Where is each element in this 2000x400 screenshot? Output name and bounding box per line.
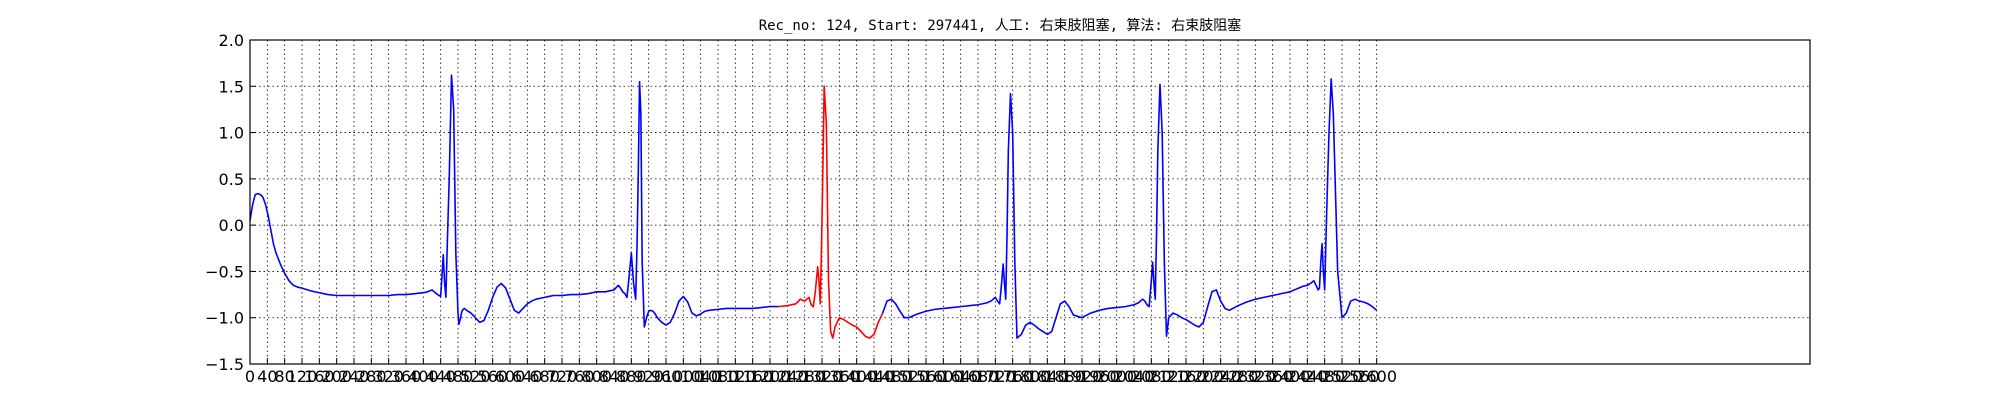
- x-tick-label: 2400: [1270, 367, 1311, 386]
- x-tick-label: 1720: [975, 367, 1016, 386]
- x-tick-label: 280: [356, 367, 387, 386]
- x-tick-label: 1280: [784, 367, 825, 386]
- y-tick-label: 0.5: [219, 170, 244, 189]
- y-tick-label: −1.5: [205, 355, 244, 374]
- ecg-series-line-2: [778, 85, 884, 339]
- ecg-series-line-1: [249, 74, 779, 328]
- x-tick-label: 2040: [1114, 367, 1155, 386]
- x-tick-label: 160: [304, 367, 335, 386]
- y-tick-label: −1.0: [205, 309, 244, 328]
- x-tick-label: 2080: [1131, 367, 1172, 386]
- x-tick-label: 2320: [1235, 367, 1276, 386]
- x-tick-label: 2240: [1200, 367, 1241, 386]
- x-tick-label: 2520: [1322, 367, 1363, 386]
- x-tick-label: 1240: [767, 367, 808, 386]
- x-tick-label: 680: [529, 367, 560, 386]
- x-tick-label: 760: [564, 367, 595, 386]
- x-tick-label: 1160: [732, 367, 773, 386]
- x-tick-label: 1000: [663, 367, 704, 386]
- x-tick-label: 920: [633, 367, 664, 386]
- x-axis: 0 408012016020024028032036040044048052056…: [245, 358, 1397, 386]
- x-tick-label: 1360: [819, 367, 860, 386]
- x-tick-label: 1560: [906, 367, 947, 386]
- x-tick-label: 40: [257, 367, 277, 386]
- x-tick-label: 320: [373, 367, 404, 386]
- x-tick-label: 80: [274, 367, 294, 386]
- x-tick-label: 1680: [958, 367, 999, 386]
- x-tick-label: 1800: [1010, 367, 1051, 386]
- x-tick-label: 2480: [1304, 367, 1345, 386]
- x-tick-label: 1480: [871, 367, 912, 386]
- x-tick-label: 1920: [1062, 367, 1103, 386]
- x-tick-label: 360: [391, 367, 422, 386]
- grid: [249, 39, 1810, 365]
- x-tick-label: 1880: [1044, 367, 1085, 386]
- x-tick-label: 840: [599, 367, 630, 386]
- series-group: [249, 74, 1378, 339]
- x-tick-label: 1080: [698, 367, 739, 386]
- x-tick-label: 2160: [1166, 367, 1207, 386]
- x-tick-label: 1600: [923, 367, 964, 386]
- x-tick-label: 1120: [715, 367, 756, 386]
- x-tick-label: 1440: [854, 367, 895, 386]
- x-tick-label: 640: [512, 367, 543, 386]
- x-tick-label: 480: [443, 367, 474, 386]
- x-tick-label: 1840: [1027, 367, 1068, 386]
- x-tick-label: 1760: [992, 367, 1033, 386]
- x-tick-label: 400: [408, 367, 439, 386]
- x-tick-label: 880: [616, 367, 647, 386]
- x-tick-label: 600: [495, 367, 526, 386]
- x-tick-label: 2560: [1339, 367, 1380, 386]
- x-tick-label: 2360: [1252, 367, 1293, 386]
- x-tick-label: 1520: [888, 367, 929, 386]
- y-tick-label: 1.5: [219, 77, 244, 96]
- x-tick-label: 1400: [836, 367, 877, 386]
- chart-title: Rec_no: 124, Start: 297441, 人工: 右束肢阻塞, 算…: [759, 17, 1242, 34]
- x-tick-label: 440: [425, 367, 456, 386]
- x-tick-label: 120: [287, 367, 318, 386]
- x-tick-label: 240: [339, 367, 370, 386]
- x-tick-label: 1960: [1079, 367, 1120, 386]
- x-tick-label: 2200: [1183, 367, 1224, 386]
- x-tick-label: 2600: [1356, 367, 1397, 386]
- x-tick-label: 1200: [750, 367, 791, 386]
- x-tick-label: 2000: [1096, 367, 1137, 386]
- x-tick-label: 800: [581, 367, 612, 386]
- x-tick-label: 2440: [1287, 367, 1328, 386]
- y-tick-label: −0.5: [205, 262, 244, 281]
- x-tick-label: 2280: [1218, 367, 1259, 386]
- x-tick-label: 720: [547, 367, 578, 386]
- x-tick-label: 960: [651, 367, 682, 386]
- y-axis: 2.0 1.5 1.0 0.5 0.0 −0.5 −1.0 −1.5: [205, 31, 256, 374]
- x-tick-label: 560: [477, 367, 508, 386]
- x-tick-label: 0: [245, 367, 255, 386]
- x-tick-label: 1320: [802, 367, 843, 386]
- x-tick-label: 1040: [680, 367, 721, 386]
- x-tick-label: 1640: [940, 367, 981, 386]
- x-tick-label: 520: [460, 367, 491, 386]
- x-tick-label: 200: [321, 367, 352, 386]
- ecg-series-line-3: [881, 78, 1378, 339]
- y-tick-label: 0.0: [219, 216, 244, 235]
- y-tick-label: 2.0: [219, 31, 244, 50]
- y-tick-label: 1.0: [219, 124, 244, 143]
- x-tick-label: 2120: [1148, 367, 1189, 386]
